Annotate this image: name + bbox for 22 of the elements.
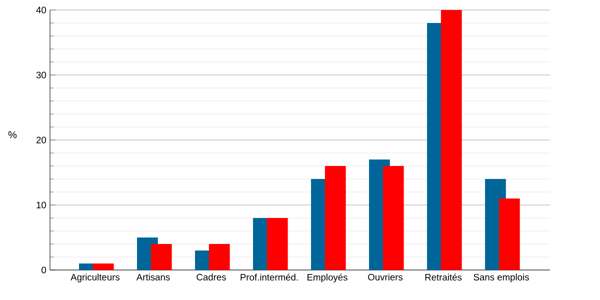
bar <box>382 166 404 270</box>
x-tick-label: Prof.interméd. <box>240 274 298 281</box>
y-tick-label: 30 <box>36 72 46 78</box>
bar <box>266 218 288 270</box>
x-tick-label: Cadres <box>196 274 226 280</box>
x-tick-label: Retraités <box>425 274 462 281</box>
x-tick-label: Agriculteurs <box>70 274 120 282</box>
y-tick-label: 0 <box>42 266 46 274</box>
x-tick-label: Ouvriers <box>368 274 403 280</box>
y-tick-label: 40 <box>36 6 46 14</box>
x-tick-label: Sans emplois <box>474 274 529 282</box>
y-axis-title: % <box>8 131 17 138</box>
bar <box>440 10 462 270</box>
bar <box>208 244 230 270</box>
bar <box>92 264 114 270</box>
x-tick-label: Artisans <box>136 274 170 280</box>
y-tick-label: 10 <box>36 202 46 208</box>
x-tick-label: Employés <box>308 274 348 282</box>
bar <box>324 166 346 270</box>
bar <box>498 198 520 270</box>
y-tick-label: 20 <box>36 136 46 144</box>
bar <box>150 244 172 270</box>
